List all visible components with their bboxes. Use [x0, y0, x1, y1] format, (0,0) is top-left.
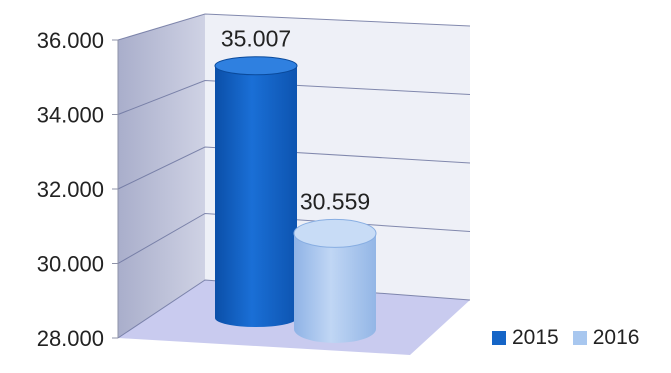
legend-swatch-2016 [572, 331, 587, 345]
y-axis-ticks: 28.000 30.000 32.000 34.000 36.000 [37, 28, 118, 351]
legend-item-2015: 2015 [492, 326, 559, 350]
legend: 2015 2016 [492, 326, 653, 350]
y-tick-label: 34.000 [37, 103, 104, 128]
gridline [117, 146, 471, 190]
data-label-2016: 30.559 [300, 188, 370, 214]
legend-label-2016: 2016 [592, 326, 640, 349]
gridline [117, 79, 471, 115]
data-label-2015: 35.007 [221, 26, 291, 52]
gridline [117, 212, 471, 264]
y-tick-label: 30.000 [37, 252, 104, 277]
legend-swatch-2015 [492, 331, 506, 345]
y-tick-label: 36.000 [37, 28, 104, 53]
cylinder-2016 [293, 218, 377, 343]
cylinder-2015 [214, 56, 298, 328]
gridline [117, 279, 471, 339]
side-wall [118, 14, 205, 338]
cylinders [214, 56, 377, 343]
y-tick-label: 32.000 [37, 177, 104, 202]
data-labels: 35.007 30.559 [221, 26, 370, 215]
legend-item-2016: 2016 [572, 326, 640, 350]
y-tick-label: 28.000 [37, 326, 104, 351]
gridlines [117, 13, 471, 339]
gridline [117, 13, 471, 41]
legend-label-2015: 2015 [512, 326, 559, 349]
